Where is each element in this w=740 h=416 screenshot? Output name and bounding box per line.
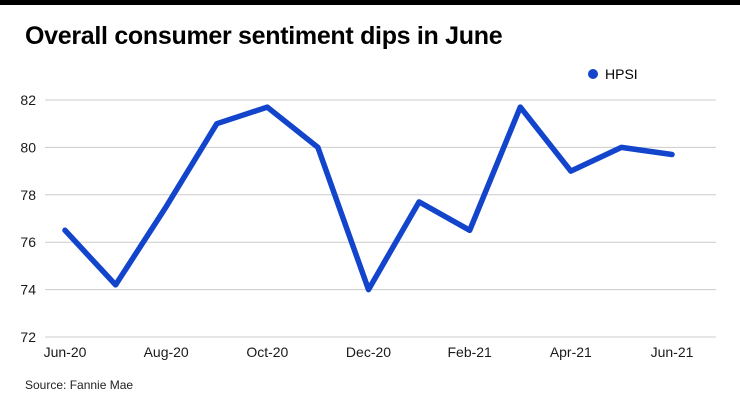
top-accent-bar	[0, 0, 740, 5]
y-tick-label: 78	[20, 187, 36, 203]
chart-title: Overall consumer sentiment dips in June	[25, 22, 503, 50]
hpsi-series-line	[62, 104, 675, 293]
x-tick-label: Aug-20	[144, 344, 189, 360]
x-tick-label: Oct-20	[246, 344, 288, 360]
x-tick-label: Jun-21	[651, 344, 694, 360]
x-tick-label: Jun-20	[44, 344, 87, 360]
legend-dot-icon	[588, 69, 598, 79]
x-tick-label: Dec-20	[346, 344, 391, 360]
legend-label: HPSI	[605, 66, 638, 82]
y-tick-label: 76	[20, 234, 36, 250]
legend: HPSI	[588, 66, 638, 82]
source-note: Source: Fannie Mae	[25, 378, 134, 392]
y-tick-label: 80	[20, 139, 36, 155]
y-tick-label: 72	[20, 329, 36, 345]
y-tick-label: 82	[20, 92, 36, 108]
x-tick-label: Feb-21	[447, 344, 492, 360]
x-tick-label: Apr-21	[550, 344, 592, 360]
y-tick-label: 74	[20, 282, 36, 298]
hpsi-line-chart: 72 74 76 78 80 82 Jun-20 Aug-20 Oct-20 Dec-20 Feb-…	[20, 92, 716, 360]
